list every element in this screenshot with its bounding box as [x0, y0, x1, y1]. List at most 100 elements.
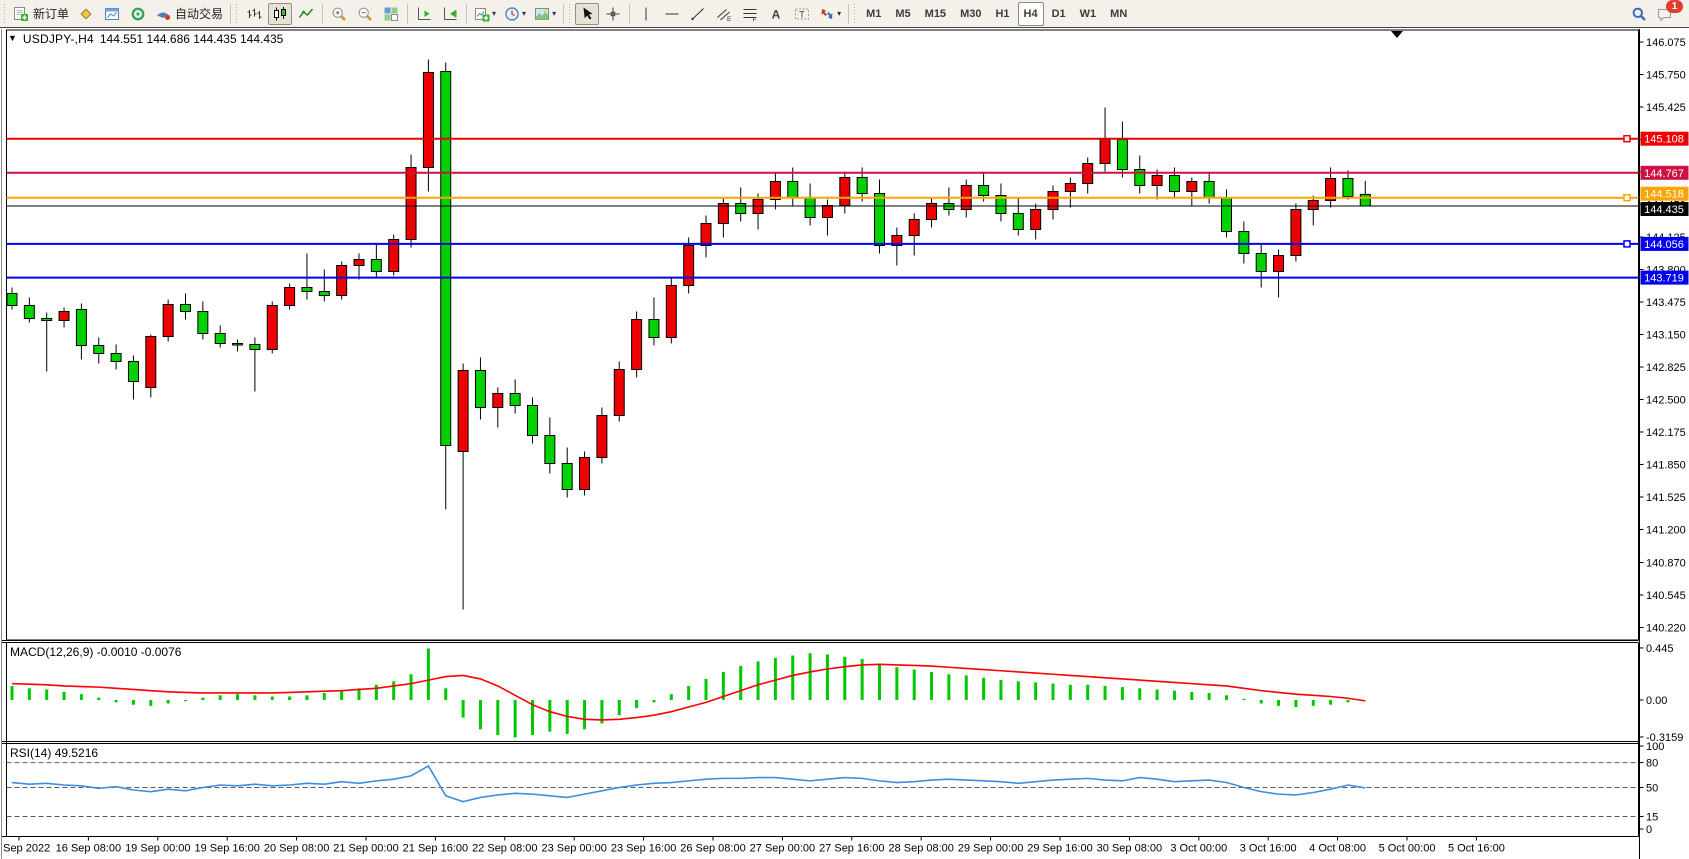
auto-trading-button[interactable]: 自动交易 [152, 3, 226, 25]
candle [266, 305, 278, 350]
price-badge-label: 145.108 [1644, 134, 1684, 146]
new-chart-button[interactable]: ▾ [471, 3, 499, 25]
timeframe-h1[interactable]: H1 [995, 7, 1010, 20]
symbol-period-label: USDJPY-,H4 [22, 32, 94, 46]
cursor-button[interactable] [575, 2, 600, 25]
templates-icon [535, 7, 550, 20]
timeframe-h4[interactable]: H4 [1017, 1, 1044, 26]
candle [127, 361, 139, 382]
candle [197, 311, 209, 334]
templates-button[interactable]: ▾ [531, 3, 559, 25]
trendline-button[interactable] [686, 3, 710, 25]
candle [1064, 183, 1076, 192]
candle [1238, 231, 1250, 254]
candle [1273, 255, 1285, 272]
macd-axis-label: -0.3159 [1646, 732, 1683, 744]
tile-windows-button[interactable] [379, 3, 403, 25]
text-button[interactable]: A [764, 3, 788, 25]
new-order-button[interactable]: 新订单 [10, 3, 72, 25]
horizontal-line-button[interactable] [660, 3, 684, 25]
candle [474, 370, 486, 408]
arrows-button[interactable]: ▾ [816, 3, 844, 25]
dropdown-caret-icon[interactable]: ▾ [522, 9, 527, 18]
chart-window-button[interactable] [100, 3, 124, 25]
channel-icon: E [717, 8, 732, 22]
data-window-button[interactable] [126, 3, 150, 25]
equidistant-channel-button[interactable]: E [712, 3, 736, 25]
price-tick-label: 140.870 [1646, 558, 1686, 570]
search-button[interactable] [1627, 3, 1651, 25]
label-icon: T [795, 8, 810, 19]
candle [700, 223, 712, 246]
timeframe-d1[interactable]: D1 [1051, 7, 1066, 20]
candle [318, 291, 330, 296]
candle [1255, 253, 1267, 272]
rsi-name: RSI(14) [10, 746, 52, 760]
macd-name: MACD(12,26,9) [10, 645, 94, 659]
candle [735, 203, 747, 214]
candle [1099, 139, 1111, 164]
zoom-out-button[interactable] [353, 3, 377, 25]
rsi-axis-label: 15 [1646, 812, 1658, 824]
time-axis-label: 27 Sep 00:00 [750, 843, 815, 855]
auto-trading-button-label: 自动交易 [175, 7, 224, 21]
fibo-icon: F [743, 8, 757, 22]
crosshair-button[interactable] [601, 3, 625, 25]
time-axis-label: 21 Sep 16:00 [403, 843, 468, 855]
candle [613, 369, 625, 416]
bar-chart-type-button[interactable] [242, 3, 266, 25]
notifications-button[interactable]: 1 [1653, 0, 1683, 25]
text-label-button[interactable]: T [790, 3, 814, 25]
timeframe-w1[interactable]: W1 [1079, 7, 1097, 20]
time-axis-label: 19 Sep 00:00 [125, 843, 190, 855]
chart-shift-button[interactable] [412, 3, 436, 25]
price-tick-label: 141.525 [1646, 492, 1686, 504]
rsi-value: 49.5216 [54, 746, 99, 760]
price-badge [1640, 202, 1689, 216]
chart-shift-marker [1391, 31, 1403, 38]
candle [1151, 175, 1163, 186]
timeframe-m15[interactable]: M15 [924, 7, 947, 20]
new-order-button-label: 新订单 [33, 7, 70, 21]
dropdown-caret-icon[interactable]: ▾ [492, 9, 497, 18]
zoom-in-button[interactable] [327, 3, 351, 25]
candle [1307, 200, 1319, 210]
time-axis-label: 21 Sep 00:00 [333, 843, 398, 855]
timeframe-mn[interactable]: MN [1110, 7, 1128, 20]
vertical-line-button[interactable] [634, 3, 658, 25]
price-tick-label: 146.075 [1646, 37, 1686, 49]
timeframe-m1[interactable]: M1 [866, 7, 882, 20]
periods-icon [505, 6, 519, 21]
candle [874, 193, 885, 246]
price-tick-label: 141.850 [1646, 460, 1686, 472]
auto-scroll-button[interactable] [438, 3, 462, 25]
dropdown-caret-icon[interactable]: ▾ [837, 9, 842, 18]
one-click-trading-arrow[interactable]: ▼ [8, 33, 17, 43]
time-axis-label: 16 Sep 08:00 [56, 843, 121, 855]
candle [1325, 178, 1337, 201]
candle [180, 304, 191, 312]
time-axis-label: 5 Oct 16:00 [1448, 843, 1505, 855]
candle [891, 235, 903, 246]
fibonacci-button[interactable]: F [738, 3, 762, 25]
candle [58, 311, 70, 321]
rsi-pane [6, 745, 1644, 830]
chart-canvas[interactable]: 146.075145.750145.425145.100144.775144.4… [0, 29, 1689, 859]
price-tick-label: 140.545 [1646, 590, 1686, 602]
time-axis-label: 23 Sep 16:00 [611, 843, 676, 855]
price-badge-label: 144.518 [1644, 189, 1684, 201]
chart-region[interactable]: 146.075145.750145.425145.100144.775144.4… [0, 29, 1689, 859]
candlestick-type-button[interactable] [268, 2, 293, 25]
timeframe-m5[interactable]: M5 [895, 7, 911, 20]
periods-button[interactable]: ▾ [501, 3, 529, 25]
line-chart-type-button[interactable] [294, 3, 318, 25]
candle [336, 265, 348, 296]
candle [561, 463, 573, 490]
time-axis-label: 30 Sep 08:00 [1097, 843, 1162, 855]
dropdown-caret-icon[interactable]: ▾ [552, 9, 557, 18]
candle [579, 457, 591, 490]
timeframe-m30[interactable]: M30 [960, 7, 982, 20]
candle [908, 219, 920, 236]
market-watch-button[interactable] [74, 3, 98, 25]
candle [6, 293, 18, 306]
